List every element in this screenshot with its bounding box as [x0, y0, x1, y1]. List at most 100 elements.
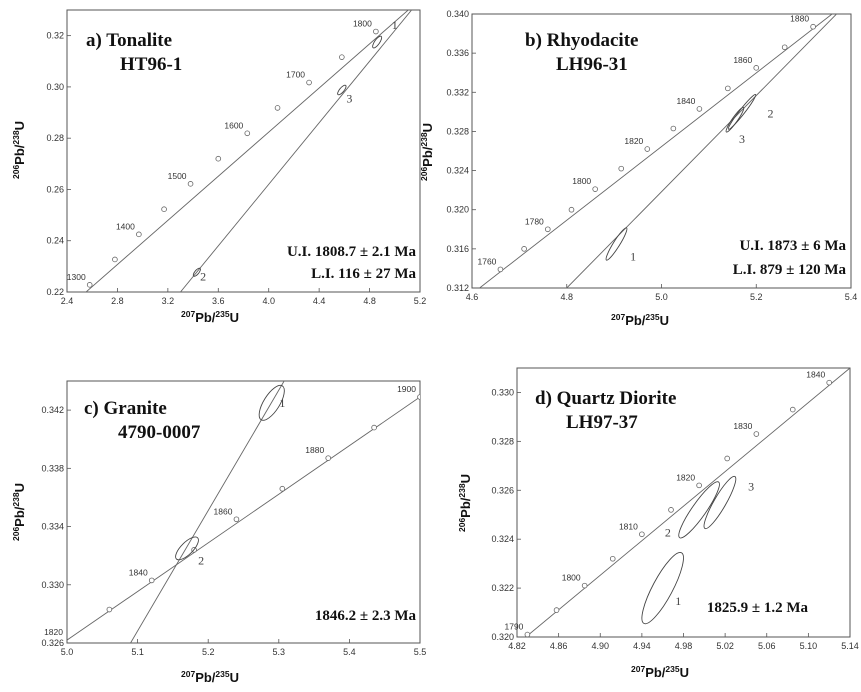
- concordia-age-marker: [724, 455, 731, 462]
- panel-sample-id: LH96-31: [556, 54, 628, 75]
- concordia-age-marker: [789, 406, 796, 413]
- x-tick-label: 5.4: [845, 292, 858, 302]
- ellipse-label: 2: [198, 553, 204, 567]
- panel-c: 5.0 5.1 5.2 5.3 5.4 5.5 0.326 0.330 0.334 0.338 0.…: [11, 380, 426, 685]
- ellipse-label: 3: [739, 132, 745, 146]
- x-tick-label: 4.86: [550, 641, 568, 651]
- panel-title: a) Tonalite: [86, 30, 172, 51]
- age-annotation: 1846.2 ± 2.3 Ma: [315, 608, 417, 624]
- error-ellipse-3: [337, 84, 347, 96]
- x-tick-label: 4.4: [313, 296, 326, 306]
- discordia-line: [130, 381, 285, 643]
- x-tick-label: 2.8: [111, 296, 124, 306]
- x-tick-label: 4.0: [262, 296, 275, 306]
- x-axis-label: 207Pb/235U: [181, 309, 239, 325]
- concordia-age-marker: [609, 555, 616, 562]
- concordia-age-label: 1600: [224, 120, 243, 130]
- age-annotation: U.I. 1873 ± 6 Ma: [739, 238, 846, 254]
- y-tick-label: 0.328: [446, 126, 469, 136]
- concordia-curve: [525, 368, 850, 637]
- discordia-line: [180, 10, 413, 292]
- concordia-age-label: 1810: [619, 521, 638, 531]
- concordia-age-marker: [215, 155, 222, 162]
- y-tick-label: 0.326: [491, 485, 514, 495]
- concordia-age-label: 1860: [214, 506, 233, 516]
- y-tick-label: 0.338: [41, 463, 64, 473]
- y-tick-label: 0.328: [491, 436, 514, 446]
- x-tick-label: 4.90: [591, 641, 609, 651]
- y-tick-label: 0.320: [446, 205, 469, 215]
- concordia-age-label: 1800: [572, 176, 591, 186]
- y-tick-label: 0.324: [446, 166, 469, 176]
- y-tick-label: 0.324: [491, 534, 514, 544]
- y-tick-label: 0.32: [46, 31, 64, 41]
- x-tick-label: 4.8: [363, 296, 376, 306]
- concordia-age-marker: [810, 23, 816, 30]
- concordia-age-marker: [339, 54, 345, 60]
- concordia-age-marker: [753, 431, 760, 437]
- y-tick-label: 0.326: [41, 638, 64, 648]
- y-tick-label: 0.330: [491, 387, 514, 397]
- concordia-age-marker: [244, 130, 251, 137]
- concordia-age-marker: [371, 424, 377, 431]
- panel-d: 4.82 4.86 4.90 4.94 4.98 5.02 5.06 5.10 5.14 0.32…: [457, 367, 859, 680]
- y-axis-label: 206Pb/238U: [419, 123, 435, 181]
- concordia-age-marker: [148, 577, 155, 584]
- x-tick-label: 4.82: [508, 641, 526, 651]
- ellipse-label: 1: [675, 594, 681, 608]
- y-tick-label: 0.320: [491, 632, 514, 642]
- concordia-age-label: 1820: [676, 472, 695, 482]
- y-tick-label: 0.26: [46, 184, 64, 194]
- y-tick-label: 0.24: [46, 236, 64, 246]
- concordia-age-label: 1830: [733, 421, 752, 431]
- y-tick-label: 0.28: [46, 133, 64, 143]
- x-tick-label: 5.2: [202, 647, 215, 657]
- x-tick-label: 5.2: [414, 296, 427, 306]
- ellipse-label: 3: [748, 479, 754, 493]
- x-tick-label: 5.1: [131, 647, 144, 657]
- concordia-age-marker: [161, 206, 167, 212]
- concordia-age-label: 1790: [504, 622, 523, 632]
- y-tick-label: 0.30: [46, 82, 64, 92]
- panel-sample-id: LH97-37: [566, 412, 638, 433]
- x-tick-label: 5.14: [841, 641, 859, 651]
- x-tick-label: 5.10: [800, 641, 818, 651]
- error-ellipse-2: [678, 481, 720, 539]
- y-tick-label: 0.342: [41, 405, 64, 415]
- plot-area: [524, 368, 850, 637]
- concordia-age-marker: [644, 146, 651, 152]
- x-axis-label: 207Pb/235U: [181, 669, 239, 685]
- concordia-age-marker: [668, 507, 674, 513]
- x-tick-label: 5.06: [758, 641, 776, 651]
- concordia-age-marker: [568, 206, 575, 213]
- panel-sample-id: 4790-0007: [118, 422, 201, 443]
- concordia-age-label: 1700: [286, 70, 305, 80]
- x-tick-label: 4.6: [466, 292, 479, 302]
- x-tick-label: 5.2: [750, 292, 763, 302]
- y-tick-label: 0.336: [446, 48, 469, 58]
- concordia-curve: [67, 396, 420, 641]
- error-ellipse-3: [725, 106, 745, 133]
- concordia-age-marker: [274, 105, 281, 111]
- y-axis-label: 206Pb/238U: [11, 121, 27, 179]
- concordia-age-marker: [544, 226, 551, 233]
- concordia-age-label: 1860: [733, 55, 752, 65]
- x-tick-label: 5.4: [343, 647, 356, 657]
- concordia-age-marker: [670, 125, 677, 132]
- ellipse-label: 1: [279, 396, 285, 410]
- x-tick-label: 4.8: [560, 292, 573, 302]
- ellipse-label: 1: [630, 250, 636, 264]
- concordia-age-marker: [136, 231, 142, 238]
- plot-frame: [66, 380, 421, 644]
- concordia-age-label: 1400: [116, 221, 135, 231]
- y-tick-label: 0.330: [41, 580, 64, 590]
- concordia-age-label: 1880: [790, 14, 809, 24]
- ellipse-label: 2: [767, 107, 773, 121]
- ellipse-label: 3: [346, 91, 352, 105]
- error-ellipse-1: [258, 384, 285, 421]
- panel-sample-id: HT96-1: [120, 54, 182, 75]
- panel-title: c) Granite: [84, 398, 167, 419]
- concordia-age-marker: [497, 266, 504, 273]
- x-axis-label: 207Pb/235U: [611, 312, 669, 328]
- concordia-age-marker: [581, 582, 588, 589]
